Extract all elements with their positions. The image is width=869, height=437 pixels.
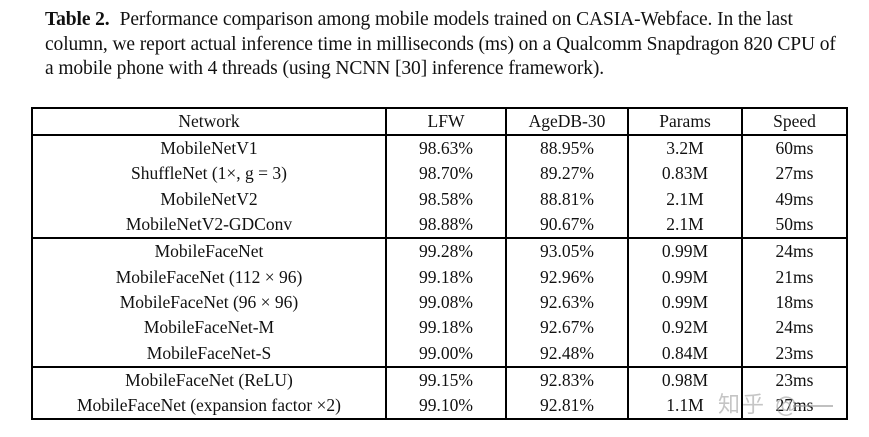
- cell-agedb: 88.95%: [505, 135, 629, 162]
- cell-lfw: 99.10%: [385, 392, 507, 420]
- cell-speed: 27ms: [741, 161, 848, 187]
- table-row: MobileNetV1 98.63% 88.95% 3.2M 60ms: [31, 135, 848, 162]
- cell-agedb: 92.67%: [505, 315, 629, 341]
- cell-params: 0.99M: [627, 264, 743, 290]
- table-row: MobileFaceNet-S 99.00% 92.48% 0.84M 23ms: [31, 340, 848, 367]
- cell-agedb: 92.63%: [505, 289, 629, 316]
- table-row: MobileFaceNet (112 × 96) 99.18% 92.96% 0…: [31, 264, 848, 290]
- group-baselines: MobileNetV1 98.63% 88.95% 3.2M 60ms Shuf…: [31, 135, 848, 239]
- cell-speed: 60ms: [741, 135, 848, 162]
- cell-speed: 24ms: [741, 315, 848, 341]
- cell-lfw: 99.28%: [385, 237, 507, 265]
- table-row: MobileNetV2-GDConv 98.88% 90.67% 2.1M 50…: [31, 211, 848, 239]
- cell-agedb: 92.96%: [505, 264, 629, 290]
- cell-speed: 50ms: [741, 211, 848, 239]
- cell-network: MobileFaceNet-M: [31, 315, 387, 341]
- cell-network: MobileFaceNet (expansion factor ×2): [31, 392, 387, 420]
- cell-network: ShuffleNet (1×, g = 3): [31, 161, 387, 187]
- cell-params: 0.98M: [627, 365, 743, 393]
- table-row: MobileFaceNet (ReLU) 99.15% 92.83% 0.98M…: [31, 365, 848, 393]
- cell-network: MobileFaceNet (112 × 96): [31, 264, 387, 290]
- performance-table: Network LFW AgeDB-30 Params Speed Mobile…: [31, 107, 848, 421]
- table-row: MobileFaceNet (expansion factor ×2) 99.1…: [31, 392, 848, 420]
- cell-network: MobileNetV1: [31, 135, 387, 162]
- cell-lfw: 99.18%: [385, 315, 507, 341]
- cell-params: 0.99M: [627, 289, 743, 316]
- table-row: MobileNetV2 98.58% 88.81% 2.1M 49ms: [31, 186, 848, 212]
- header-row: Network LFW AgeDB-30 Params Speed: [31, 108, 848, 136]
- cell-network: MobileFaceNet-S: [31, 340, 387, 367]
- cell-lfw: 98.58%: [385, 186, 507, 212]
- cell-lfw: 98.63%: [385, 135, 507, 162]
- header-network: Network: [31, 108, 387, 136]
- cell-speed: 21ms: [741, 264, 848, 290]
- header-params: Params: [627, 108, 743, 136]
- cell-lfw: 98.70%: [385, 161, 507, 187]
- cell-speed: 27ms: [741, 392, 848, 420]
- table-row: ShuffleNet (1×, g = 3) 98.70% 89.27% 0.8…: [31, 161, 848, 187]
- cell-agedb: 93.05%: [505, 237, 629, 265]
- cell-agedb: 92.48%: [505, 340, 629, 367]
- cell-agedb: 89.27%: [505, 161, 629, 187]
- cell-params: 0.99M: [627, 237, 743, 265]
- caption-label: Table 2.: [45, 9, 110, 30]
- cell-network: MobileNetV2-GDConv: [31, 211, 387, 239]
- cell-network: MobileNetV2: [31, 186, 387, 212]
- header-lfw: LFW: [385, 108, 507, 136]
- cell-params: 0.92M: [627, 315, 743, 341]
- table-row: MobileFaceNet 99.28% 93.05% 0.99M 24ms: [31, 237, 848, 265]
- cell-lfw: 98.88%: [385, 211, 507, 239]
- cell-lfw: 99.00%: [385, 340, 507, 367]
- table-row: MobileFaceNet (96 × 96) 99.08% 92.63% 0.…: [31, 289, 848, 316]
- cell-speed: 23ms: [741, 340, 848, 367]
- cell-speed: 18ms: [741, 289, 848, 316]
- header-speed: Speed: [741, 108, 848, 136]
- caption-text: Performance comparison among mobile mode…: [45, 9, 836, 79]
- cell-params: 2.1M: [627, 211, 743, 239]
- cell-params: 0.84M: [627, 340, 743, 367]
- cell-speed: 24ms: [741, 237, 848, 265]
- cell-lfw: 99.18%: [385, 264, 507, 290]
- cell-params: 0.83M: [627, 161, 743, 187]
- cell-agedb: 92.81%: [505, 392, 629, 420]
- cell-params: 1.1M: [627, 392, 743, 420]
- group-mobilefacenet: MobileFaceNet 99.28% 93.05% 0.99M 24ms M…: [31, 237, 848, 367]
- cell-lfw: 99.15%: [385, 365, 507, 393]
- cell-network: MobileFaceNet (96 × 96): [31, 289, 387, 316]
- header-agedb: AgeDB-30: [505, 108, 629, 136]
- cell-agedb: 88.81%: [505, 186, 629, 212]
- cell-agedb: 92.83%: [505, 365, 629, 393]
- cell-params: 2.1M: [627, 186, 743, 212]
- table-caption: Table 2. Performance comparison among mob…: [45, 8, 845, 82]
- cell-params: 3.2M: [627, 135, 743, 162]
- cell-agedb: 90.67%: [505, 211, 629, 239]
- cell-lfw: 99.08%: [385, 289, 507, 316]
- cell-speed: 49ms: [741, 186, 848, 212]
- cell-network: MobileFaceNet: [31, 237, 387, 265]
- group-ablations: MobileFaceNet (ReLU) 99.15% 92.83% 0.98M…: [31, 365, 848, 420]
- cell-network: MobileFaceNet (ReLU): [31, 365, 387, 393]
- table-row: MobileFaceNet-M 99.18% 92.67% 0.92M 24ms: [31, 315, 848, 341]
- cell-speed: 23ms: [741, 365, 848, 393]
